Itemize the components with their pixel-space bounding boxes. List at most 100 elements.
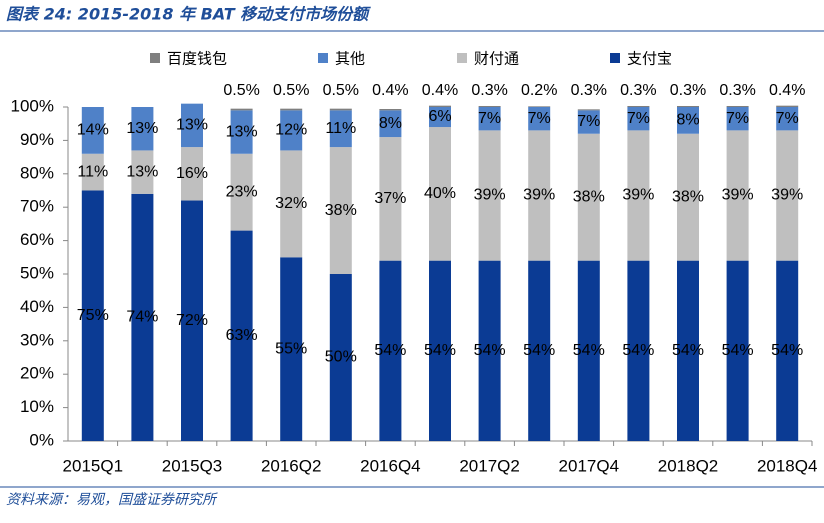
legend-swatch — [457, 53, 467, 63]
bar-segment — [131, 107, 154, 151]
data-label: 32% — [275, 195, 307, 212]
bar-segment — [627, 130, 650, 261]
data-label: 11% — [325, 120, 356, 137]
data-label: 54% — [573, 342, 605, 359]
y-tick-label: 40% — [20, 297, 54, 316]
y-tick-label: 90% — [20, 130, 54, 149]
bar-segment — [429, 260, 451, 441]
bar-segment — [577, 109, 600, 111]
data-label: 39% — [771, 187, 803, 204]
data-label: 54% — [523, 342, 555, 359]
data-label: 8% — [676, 112, 699, 129]
bar-segment — [329, 110, 352, 148]
bar-segment — [528, 130, 551, 261]
data-label: 8% — [379, 115, 402, 132]
bar-segment — [677, 260, 699, 441]
bar-segment — [726, 107, 749, 131]
bar-segment — [81, 153, 104, 191]
bar-segment — [627, 105, 650, 107]
bar-segment — [627, 260, 650, 441]
x-tick-label: 2018Q4 — [757, 456, 818, 475]
chart-title: 图表 24: 2015-2018 年 BAT 移动支付市场份额 — [6, 5, 371, 24]
x-tick-label: 2015Q3 — [162, 456, 223, 475]
bar-segment — [280, 108, 303, 111]
data-label: 0.3% — [719, 82, 755, 99]
data-label: 0.4% — [769, 82, 805, 99]
data-label: 13% — [126, 163, 158, 180]
bar-segment — [627, 107, 650, 131]
bar-segment — [81, 107, 104, 154]
data-label: 13% — [126, 120, 158, 137]
data-label: 11% — [77, 163, 108, 180]
data-label: 0.5% — [223, 82, 259, 99]
data-label: 0.4% — [372, 82, 408, 99]
bar-segment — [776, 260, 799, 441]
bar-segment — [528, 260, 551, 441]
data-label: 7% — [528, 110, 551, 127]
bar-segment — [478, 105, 501, 107]
legend-label: 财付通 — [474, 50, 519, 68]
bar-segment — [379, 137, 402, 261]
legend-swatch — [150, 53, 160, 63]
x-tick-label: 2017Q2 — [459, 456, 520, 475]
y-tick-label: 10% — [20, 397, 54, 416]
bar-segment — [677, 133, 699, 261]
bar-segment — [478, 260, 501, 441]
data-label: 12% — [275, 122, 307, 139]
y-tick-label: 50% — [20, 263, 54, 282]
data-label: 0.5% — [323, 82, 359, 99]
bar-segment — [726, 130, 749, 261]
data-label: 13% — [176, 117, 208, 134]
data-label: 37% — [374, 190, 406, 207]
data-label: 7% — [627, 110, 650, 127]
data-label: 0.3% — [471, 82, 507, 99]
bar-segment — [379, 110, 402, 138]
data-label: 0.2% — [521, 82, 557, 99]
data-label: 0.4% — [422, 82, 458, 99]
bar-segment — [280, 110, 303, 151]
data-label: 39% — [474, 187, 506, 204]
bar-segment — [329, 147, 352, 274]
bar-segment — [528, 107, 551, 131]
bar-segment — [379, 260, 402, 441]
y-tick-label: 0% — [29, 430, 54, 449]
data-label: 54% — [474, 342, 506, 359]
bar-segment — [379, 109, 402, 111]
data-label: 54% — [771, 342, 803, 359]
y-tick-label: 30% — [20, 330, 54, 349]
bar-segment — [677, 107, 699, 134]
data-label: 74% — [126, 309, 158, 326]
bar-segment — [677, 105, 699, 107]
data-label: 63% — [226, 327, 258, 344]
y-tick-label: 70% — [20, 197, 54, 216]
bar-segment — [776, 107, 799, 131]
data-label: 6% — [428, 108, 451, 125]
bar-segment — [230, 153, 253, 231]
legend-swatch — [610, 53, 620, 63]
bar-segment — [429, 105, 451, 107]
data-label: 55% — [275, 340, 307, 357]
bar-segment — [131, 193, 154, 441]
data-label: 16% — [176, 165, 208, 182]
data-label: 7% — [726, 110, 749, 127]
data-label: 54% — [672, 342, 704, 359]
bar-segment — [280, 150, 303, 258]
y-tick-label: 100% — [11, 96, 54, 115]
data-label: 50% — [325, 349, 357, 366]
data-label: 75% — [77, 307, 109, 324]
bar-segment — [478, 107, 501, 131]
legend-swatch — [318, 53, 328, 63]
bar-segment — [329, 108, 352, 111]
data-label: 54% — [374, 342, 406, 359]
bar-segment — [726, 105, 749, 107]
data-label: 7% — [776, 110, 799, 127]
data-label: 13% — [226, 123, 258, 140]
data-label: 38% — [573, 188, 605, 205]
bar-segment — [81, 190, 104, 441]
data-label: 40% — [424, 185, 456, 202]
data-label: 7% — [577, 113, 600, 130]
data-label: 0.3% — [571, 82, 607, 99]
bar-segment — [131, 150, 154, 194]
bar-segment — [776, 130, 799, 261]
